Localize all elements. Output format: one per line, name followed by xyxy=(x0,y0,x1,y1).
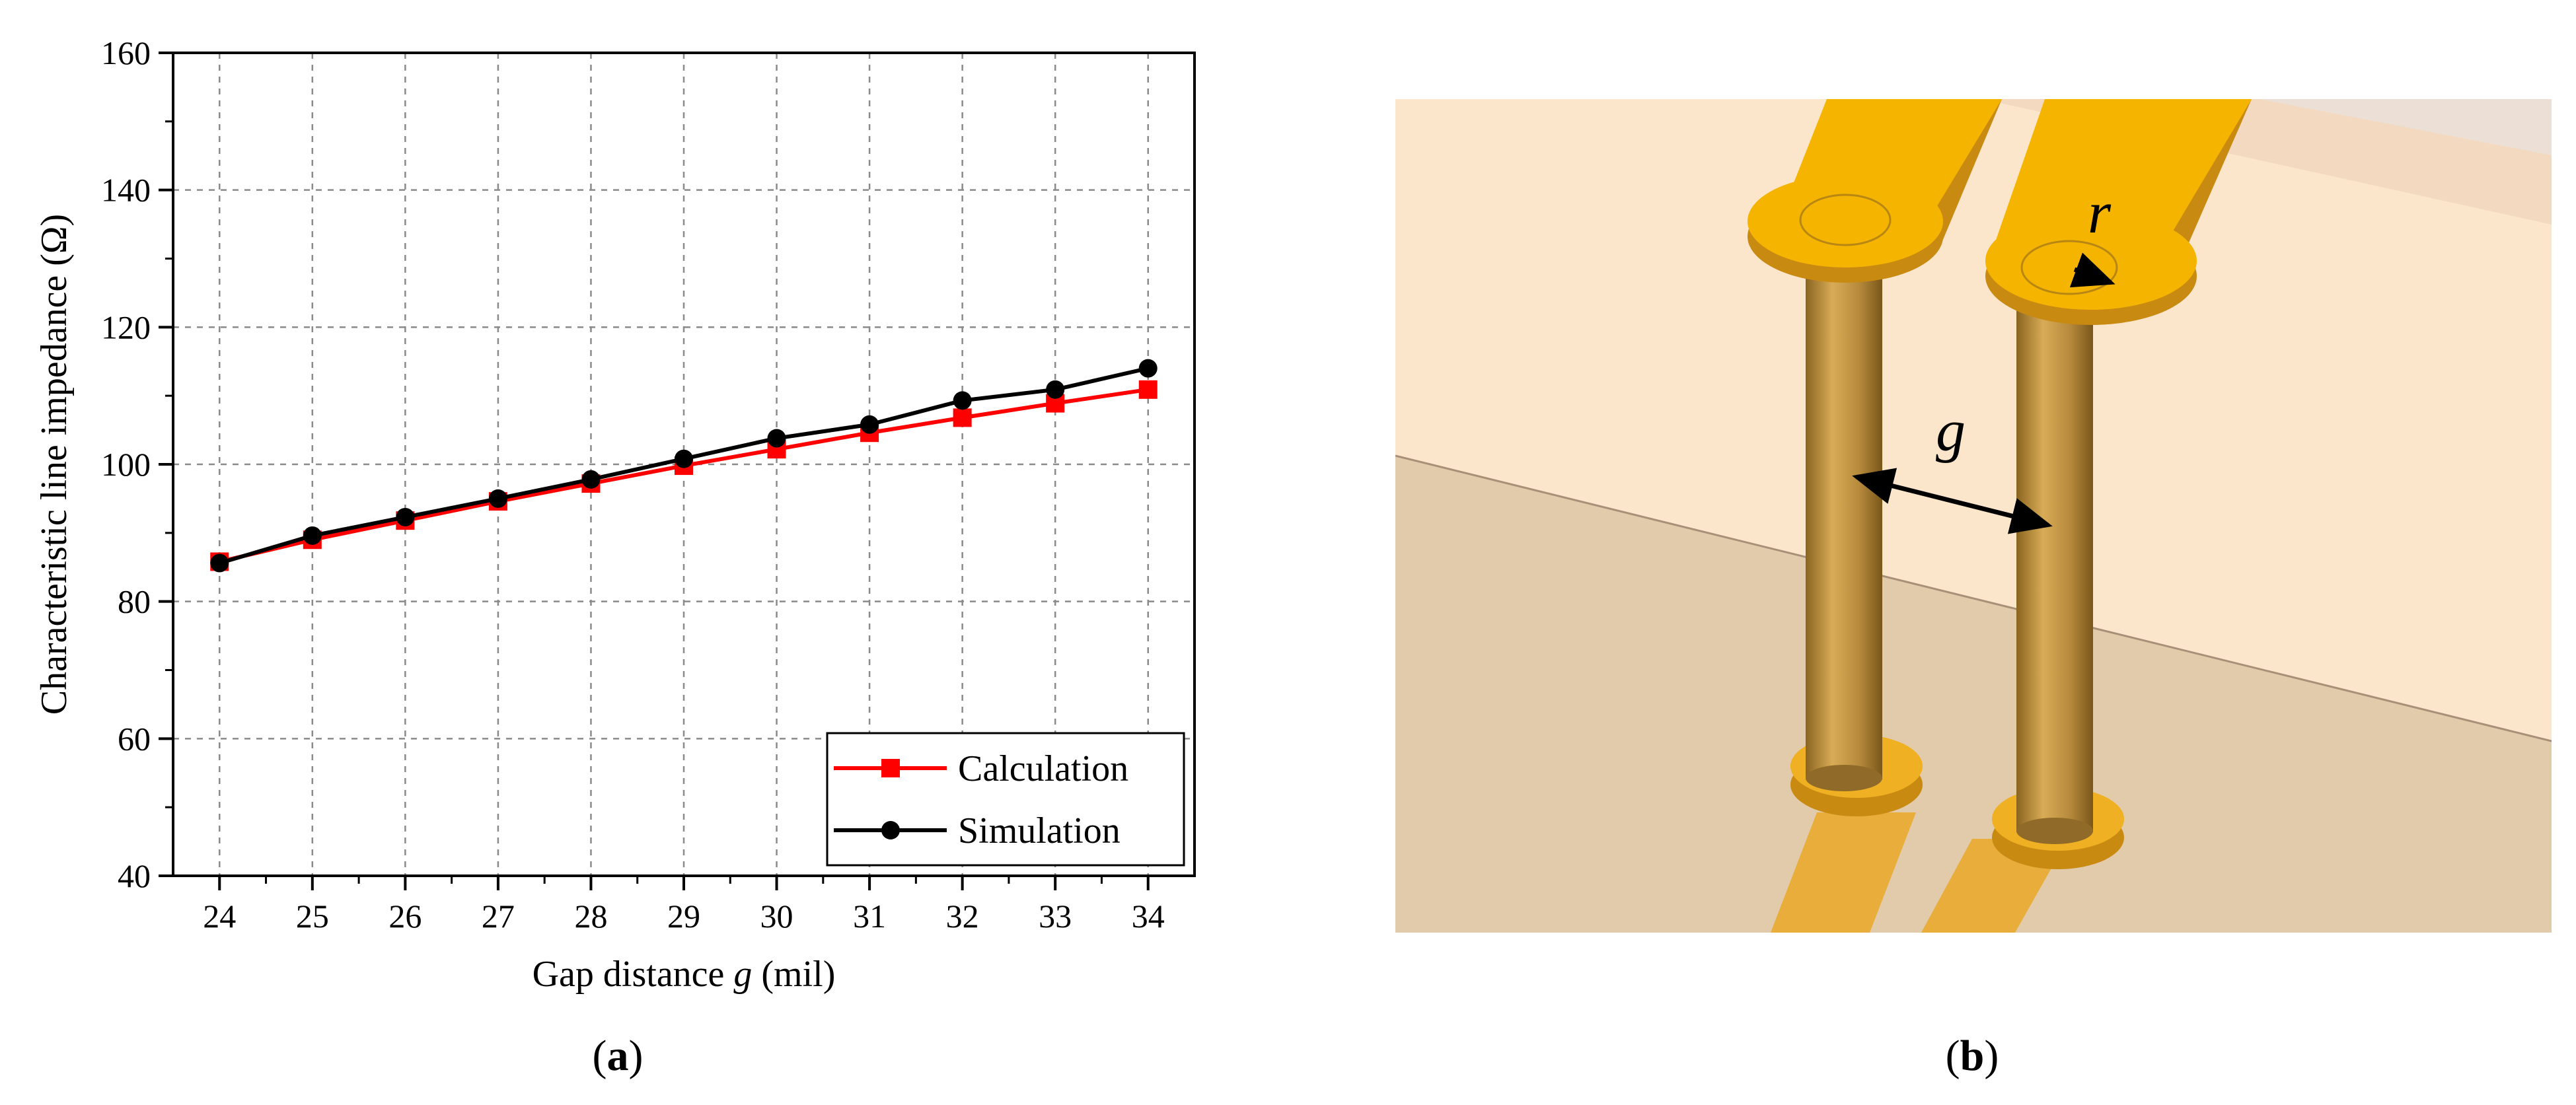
y-tick-label: 40 xyxy=(118,857,151,894)
x-tick-label: 27 xyxy=(482,898,515,935)
panel-label-a-open: ( xyxy=(593,1032,607,1080)
x-tick-label: 25 xyxy=(296,898,329,935)
legend-marker-simulation xyxy=(881,821,900,839)
data-point-simulation xyxy=(860,415,879,434)
panel-label-b-open: ( xyxy=(1946,1032,1960,1080)
gap-arrow xyxy=(1852,468,2053,534)
panel-label-a: (a) xyxy=(593,1032,644,1080)
x-axis-title-suffix: (mil) xyxy=(752,954,835,995)
data-point-simulation xyxy=(396,507,415,526)
x-tick-label: 32 xyxy=(946,898,979,935)
legend-label-calculation: Calculation xyxy=(958,748,1128,789)
legend-box xyxy=(826,732,1185,867)
series-lines xyxy=(210,359,1158,573)
radius-symbol: r xyxy=(2088,180,2112,246)
via-barrel-right-base xyxy=(2016,818,2093,844)
radius-arrow xyxy=(2069,252,2116,288)
substrate-edge-line xyxy=(1395,454,2552,742)
y-tick-label: 80 xyxy=(118,583,151,620)
chart-panel-a: 40 60 80 100 120 140 160 24 25 26 27 28 29 30 31 32 33 3… xyxy=(34,34,1196,1080)
data-point-simulation xyxy=(767,429,786,448)
data-point-simulation xyxy=(581,470,601,489)
panel-label-b-close: ) xyxy=(1984,1032,1999,1080)
x-tick-labels: 24 25 26 27 28 29 30 31 32 33 34 xyxy=(203,898,1164,935)
panel-label-b-letter: b xyxy=(1960,1032,1985,1080)
y-tick-labels: 40 60 80 100 120 140 160 xyxy=(101,34,151,894)
substrate-front-face xyxy=(1395,456,2552,933)
y-tick-label: 140 xyxy=(101,172,151,209)
data-point-simulation xyxy=(1046,380,1065,399)
x-tick-label: 34 xyxy=(1132,898,1165,935)
via-barrel-right xyxy=(2016,307,2093,832)
x-tick-label: 31 xyxy=(853,898,886,935)
x-axis-title-prefix: Gap distance xyxy=(533,954,734,995)
legend-marker-calculation xyxy=(881,759,900,777)
top-pad-left-hole xyxy=(1799,194,1892,246)
diagram-panel-b: r g (b) xyxy=(1395,99,2552,1080)
data-point-simulation xyxy=(303,526,322,545)
plot-frame xyxy=(172,52,1196,877)
panel-label-b: (b) xyxy=(1946,1032,1999,1080)
y-tick-label: 100 xyxy=(101,446,151,483)
data-point-simulation xyxy=(1138,359,1158,378)
x-tick-label: 29 xyxy=(667,898,700,935)
x-tick-label: 24 xyxy=(203,898,236,935)
y-tick-label: 60 xyxy=(118,720,151,757)
top-pad-right-hole xyxy=(2020,240,2118,295)
legend: Calculation Simulation xyxy=(826,732,1185,867)
panel-label-a-close: ) xyxy=(629,1032,644,1080)
data-point-simulation xyxy=(210,553,229,573)
substrate-right-strip xyxy=(2260,99,2552,155)
panel-label-a-letter: a xyxy=(607,1032,629,1080)
x-tick-label: 26 xyxy=(388,898,422,935)
top-pad-left xyxy=(1748,175,1943,267)
x-tick-label: 33 xyxy=(1039,898,1072,935)
data-point-simulation xyxy=(675,449,693,468)
grid-lines xyxy=(173,53,1195,876)
x-axis-title: Gap distance g (mil) xyxy=(533,954,836,995)
x-tick-label: 28 xyxy=(574,898,607,935)
x-axis-title-variable: g xyxy=(733,954,752,995)
gap-symbol: g xyxy=(1936,398,1966,464)
via-barrel-left-base xyxy=(1806,765,1882,791)
y-tick-label: 120 xyxy=(101,308,151,345)
legend-label-simulation: Simulation xyxy=(958,810,1121,851)
bottom-trace-left xyxy=(1771,812,1916,933)
via-barrel-left xyxy=(1806,277,1882,779)
data-point-calculation xyxy=(953,408,972,427)
data-point-calculation xyxy=(1138,380,1158,399)
data-point-simulation xyxy=(953,391,972,410)
x-tick-label: 30 xyxy=(760,898,793,935)
y-axis-title: Characteristic line impedance (Ω) xyxy=(34,214,75,715)
data-point-simulation xyxy=(488,489,507,508)
y-tick-label: 160 xyxy=(101,34,151,71)
